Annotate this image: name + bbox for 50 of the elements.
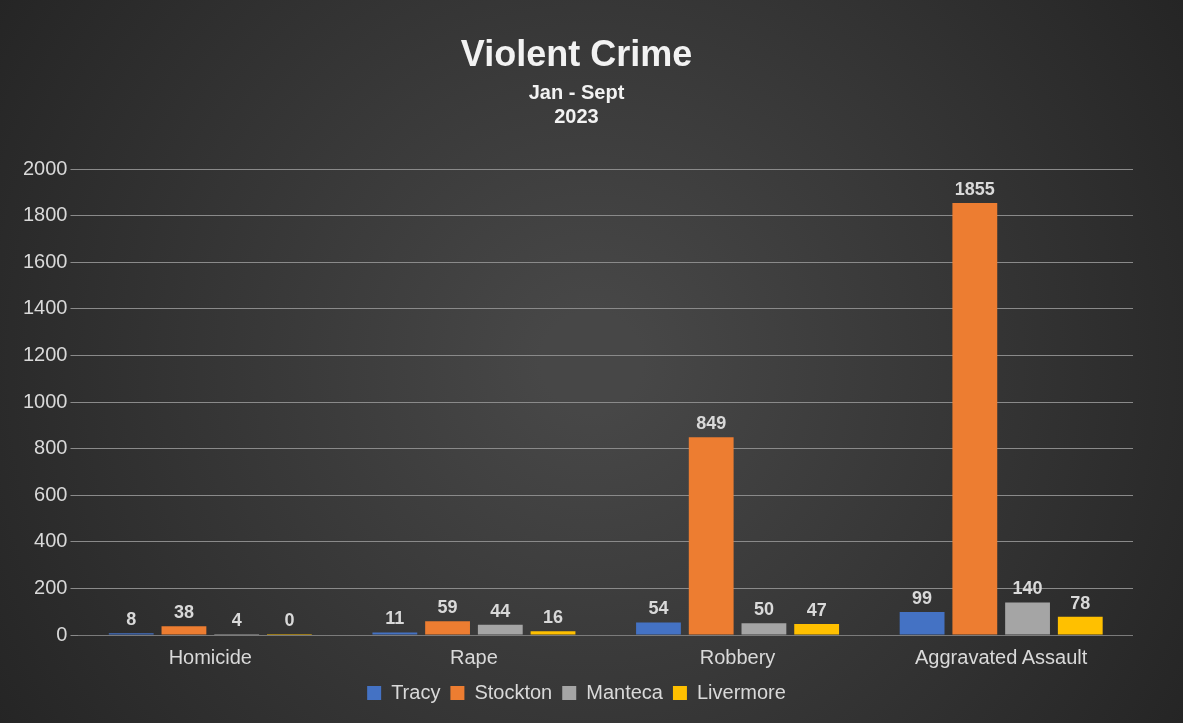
bar bbox=[530, 631, 576, 635]
bar bbox=[688, 437, 734, 635]
x-tick-label: Rape bbox=[450, 645, 498, 668]
data-label: 8 bbox=[126, 609, 137, 630]
bar bbox=[477, 624, 523, 635]
bar bbox=[952, 202, 998, 635]
legend-label: Manteca bbox=[586, 680, 664, 703]
data-label: 54 bbox=[648, 598, 669, 619]
y-tick-label: 400 bbox=[34, 529, 68, 552]
bar bbox=[794, 624, 840, 635]
y-tick-label: 1000 bbox=[22, 389, 68, 412]
data-label: 4 bbox=[231, 609, 242, 630]
data-label: 11 bbox=[385, 608, 405, 629]
data-label: 0 bbox=[284, 609, 295, 630]
x-tick-label: Homicide bbox=[168, 645, 252, 668]
data-label: 1855 bbox=[954, 178, 995, 199]
y-tick-label: 2000 bbox=[22, 156, 68, 179]
bar bbox=[161, 626, 207, 635]
data-label: 849 bbox=[696, 413, 727, 434]
y-tick-label: 1400 bbox=[22, 296, 68, 319]
data-label: 47 bbox=[806, 600, 827, 621]
bar bbox=[741, 623, 787, 635]
data-label: 99 bbox=[912, 587, 933, 608]
x-tick-label: Robbery bbox=[699, 645, 776, 668]
bar bbox=[899, 611, 945, 635]
data-label: 59 bbox=[437, 597, 458, 618]
data-label: 38 bbox=[173, 602, 194, 623]
bar bbox=[636, 622, 681, 635]
chart-title: Violent Crime bbox=[460, 32, 693, 74]
bar bbox=[372, 632, 418, 635]
chart-subtitle: Jan - Sept 2023 bbox=[528, 80, 625, 127]
y-tick-label: 200 bbox=[34, 575, 68, 598]
legend-label: Stockton bbox=[474, 680, 553, 703]
data-label: 44 bbox=[490, 600, 511, 621]
y-tick-label: 1200 bbox=[22, 343, 68, 366]
y-tick-label: 1800 bbox=[22, 203, 68, 226]
bar bbox=[425, 621, 470, 635]
data-label: 16 bbox=[543, 607, 564, 628]
y-tick-label: 0 bbox=[56, 622, 68, 645]
data-label: 140 bbox=[1012, 578, 1043, 599]
legend-label: Livermore bbox=[696, 680, 786, 703]
bar bbox=[1005, 602, 1050, 635]
y-tick-label: 800 bbox=[34, 436, 68, 459]
x-tick-label: Aggravated Assault bbox=[915, 645, 1088, 668]
y-tick-label: 600 bbox=[34, 482, 68, 505]
y-tick-label: 1600 bbox=[22, 249, 68, 272]
legend-label: Tracy bbox=[391, 680, 441, 703]
bar bbox=[1057, 616, 1103, 635]
data-label: 50 bbox=[753, 599, 774, 620]
data-label: 78 bbox=[1070, 592, 1091, 613]
